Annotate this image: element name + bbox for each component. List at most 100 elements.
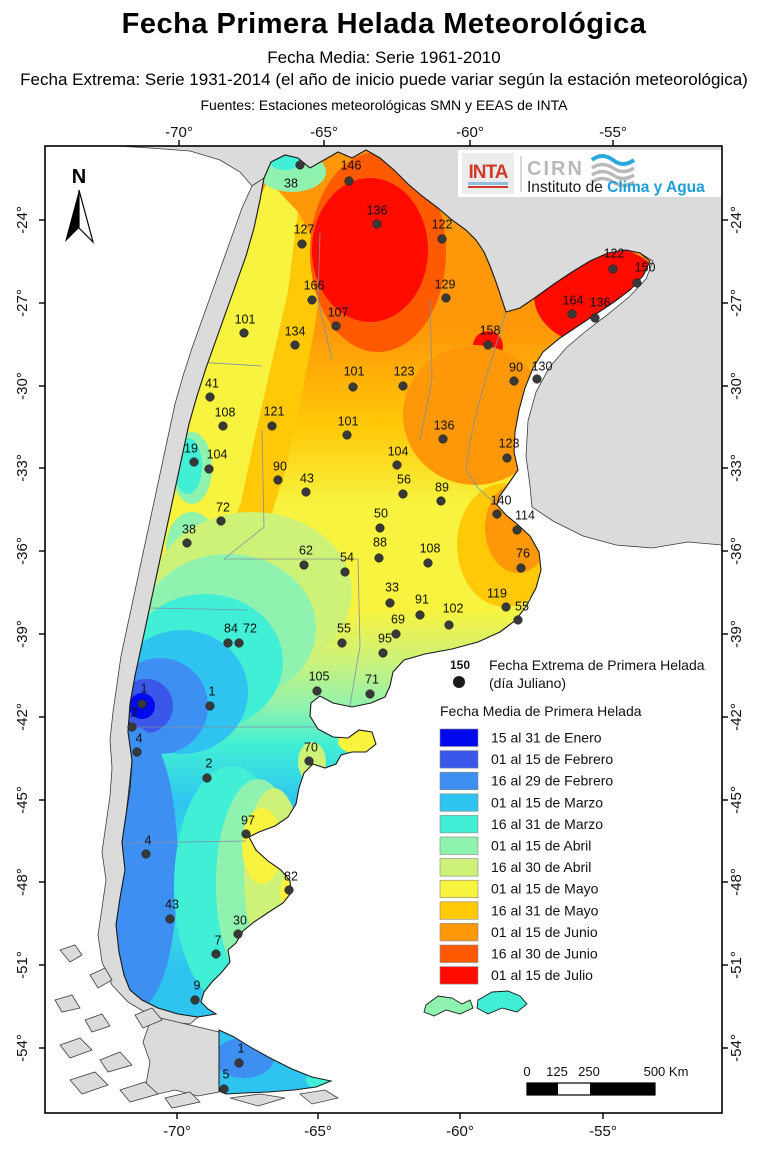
- station-value-label: 1: [141, 681, 148, 695]
- station-value-label: 54: [340, 550, 354, 564]
- station-value-label: 70: [304, 740, 318, 754]
- legend-class-label: 01 al 15 de Febrero: [491, 751, 613, 767]
- station-dot: [444, 620, 454, 630]
- station-dot: [132, 747, 142, 757]
- station-dot: [590, 313, 600, 323]
- station-dot: [441, 293, 451, 303]
- axis-label-right: -39°: [728, 620, 745, 648]
- station-value-label: 33: [385, 580, 399, 594]
- axis-label-right: -36°: [728, 537, 745, 565]
- legend-swatch: [439, 901, 479, 920]
- station-value-label: 150: [635, 260, 656, 274]
- station-value-label: 136: [367, 203, 388, 217]
- station-value-label: 108: [215, 405, 236, 419]
- legend-class-label: 15 al 31 de Enero: [491, 730, 602, 746]
- station-value-label: 97: [241, 813, 255, 827]
- station-dot: [438, 434, 448, 444]
- station-value-label: 130: [532, 359, 553, 373]
- axis-label-top: -65°: [310, 124, 338, 141]
- station-dot: [348, 382, 358, 392]
- station-value-label: 56: [397, 472, 411, 486]
- station-value-label: 123: [394, 364, 415, 378]
- station-dot: [219, 1084, 229, 1094]
- station-value-label: 4: [145, 833, 152, 847]
- station-value-label: 2: [206, 756, 213, 770]
- station-value-label: 158: [480, 323, 501, 337]
- station-value-label: 50: [374, 506, 388, 520]
- station-dot: [202, 773, 212, 783]
- station-value-label: 101: [344, 364, 365, 378]
- station-value-label: 30: [233, 913, 247, 927]
- station-dot: [374, 553, 384, 563]
- station-dot: [205, 392, 215, 402]
- subtitle-extrema: Fecha Extrema: Serie 1931-2014 (el año d…: [20, 70, 748, 89]
- station-value-label: 7: [215, 933, 222, 947]
- station-value-label: 121: [264, 404, 285, 418]
- station-dot: [501, 602, 511, 612]
- station-dot: [127, 722, 137, 732]
- legend-extreme-line1: Fecha Extrema de Primera Helada: [489, 657, 705, 673]
- station-value-label: 164: [563, 293, 584, 307]
- axis-label-left: -48°: [14, 868, 31, 896]
- axis-label-top: -55°: [599, 124, 627, 141]
- station-dot: [137, 699, 147, 709]
- station-dot: [234, 638, 244, 648]
- legend-class-label: 01 al 15 de Abril: [491, 838, 591, 854]
- station-dot: [295, 160, 305, 170]
- legend-extreme-dot: [453, 676, 465, 688]
- station-value-label: 134: [285, 324, 306, 338]
- legend-class-label: 16 al 31 de Marzo: [491, 816, 603, 832]
- station-value-label: 114: [515, 508, 535, 522]
- station-value-label: 43: [300, 471, 314, 485]
- station-dot: [205, 701, 215, 711]
- station-dot: [340, 567, 350, 577]
- scale-bar-label: 125: [546, 1064, 568, 1079]
- station-dot: [492, 509, 502, 519]
- station-dot: [307, 295, 317, 305]
- legend-class-label: 01 al 15 de Julio: [491, 967, 593, 983]
- station-value-label: 105: [309, 669, 330, 683]
- station-value-label: 5: [223, 1067, 230, 1081]
- legend-class-label: 01 al 15 de Mayo: [491, 881, 599, 897]
- station-value-label: 84: [224, 621, 238, 635]
- station-dot: [509, 376, 519, 386]
- legend-swatch: [439, 944, 479, 963]
- station-dot: [567, 309, 577, 319]
- legend-class-label: 16 al 31 de Mayo: [491, 902, 599, 918]
- svg-text:Instituto de Clima y Agua: Instituto de Clima y Agua: [527, 179, 705, 196]
- station-value-label: 90: [273, 459, 287, 473]
- station-value-label: 140: [491, 493, 512, 507]
- station-value-label: 72: [216, 500, 230, 514]
- station-dot: [182, 538, 192, 548]
- station-dot: [337, 638, 347, 648]
- station-dot: [342, 430, 352, 440]
- axis-label-left: -30°: [14, 372, 31, 400]
- station-dot: [273, 475, 283, 485]
- legend-swatch: [439, 923, 479, 942]
- station-value-label: 104: [207, 447, 228, 461]
- station-dot: [304, 756, 314, 766]
- legend-swatch: [439, 815, 479, 834]
- station-dot: [284, 885, 294, 895]
- station-dot: [344, 176, 354, 186]
- station-dot: [375, 523, 385, 533]
- station-dot: [267, 421, 277, 431]
- station-value-label: 123: [499, 436, 520, 450]
- station-dot: [297, 239, 307, 249]
- station-value-label: 72: [243, 621, 257, 635]
- station-dot: [290, 340, 300, 350]
- legend-class-label: 01 al 15 de Junio: [491, 924, 598, 940]
- station-dot: [216, 516, 226, 526]
- province-borders: [121, 231, 507, 844]
- legend-swatch: [439, 771, 479, 791]
- subtitle-media: Fecha Media: Serie 1961-2010: [267, 48, 501, 67]
- station-value-label: 101: [235, 312, 256, 326]
- station-value-label: 95: [378, 631, 392, 645]
- legend-classes: 15 al 31 de Enero 01 al 15 de Febrero 16 a…: [439, 728, 613, 985]
- institute-prefix: Instituto de: [527, 179, 607, 196]
- station-dot: [331, 321, 341, 331]
- institutional-logo: INTA CIRN Instituto de Clima y Agua: [458, 150, 722, 197]
